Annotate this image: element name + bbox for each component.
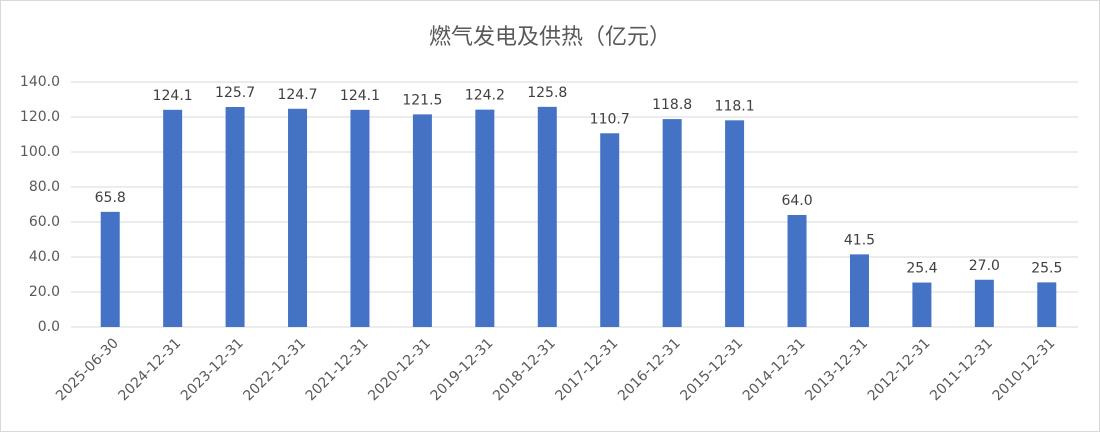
data-label: 118.8 <box>652 97 692 113</box>
data-label: 25.5 <box>1031 260 1062 276</box>
data-label: 65.8 <box>95 190 126 206</box>
y-tick-label: 80.0 <box>29 179 60 195</box>
data-label: 125.7 <box>215 85 255 101</box>
bar <box>787 215 807 327</box>
data-label: 118.1 <box>715 98 755 114</box>
y-tick-label: 40.0 <box>29 249 60 265</box>
data-label: 41.5 <box>844 232 875 248</box>
data-label: 124.1 <box>153 88 193 104</box>
data-label: 121.5 <box>402 92 442 108</box>
data-label: 64.0 <box>781 193 812 209</box>
y-tick-label: 100.0 <box>20 144 60 160</box>
bar <box>100 211 120 327</box>
bar <box>600 133 620 327</box>
data-label: 27.0 <box>969 258 1000 274</box>
bar <box>662 119 682 327</box>
y-tick-label: 140.0 <box>20 74 60 90</box>
y-tick-label: 120.0 <box>20 109 60 125</box>
y-tick-label: 0.0 <box>38 319 60 335</box>
bar <box>537 106 557 327</box>
bar <box>163 109 183 327</box>
bar <box>288 108 308 328</box>
data-label: 25.4 <box>906 261 937 277</box>
data-label: 124.2 <box>465 88 505 104</box>
bar <box>1037 282 1057 327</box>
y-tick-label: 60.0 <box>29 214 60 230</box>
bar <box>849 254 869 327</box>
data-label: 125.8 <box>527 85 567 101</box>
bar <box>412 114 432 327</box>
bar <box>225 107 245 328</box>
bar <box>350 109 370 327</box>
bar <box>475 109 495 328</box>
bar <box>725 120 745 327</box>
y-tick-label: 20.0 <box>29 284 60 300</box>
chart-title: 燃气发电及供热（亿元） <box>429 25 671 50</box>
bar <box>912 282 932 327</box>
data-label: 124.7 <box>277 87 317 103</box>
data-label: 124.1 <box>340 88 380 104</box>
bar <box>974 279 994 327</box>
data-label: 110.7 <box>590 111 630 127</box>
